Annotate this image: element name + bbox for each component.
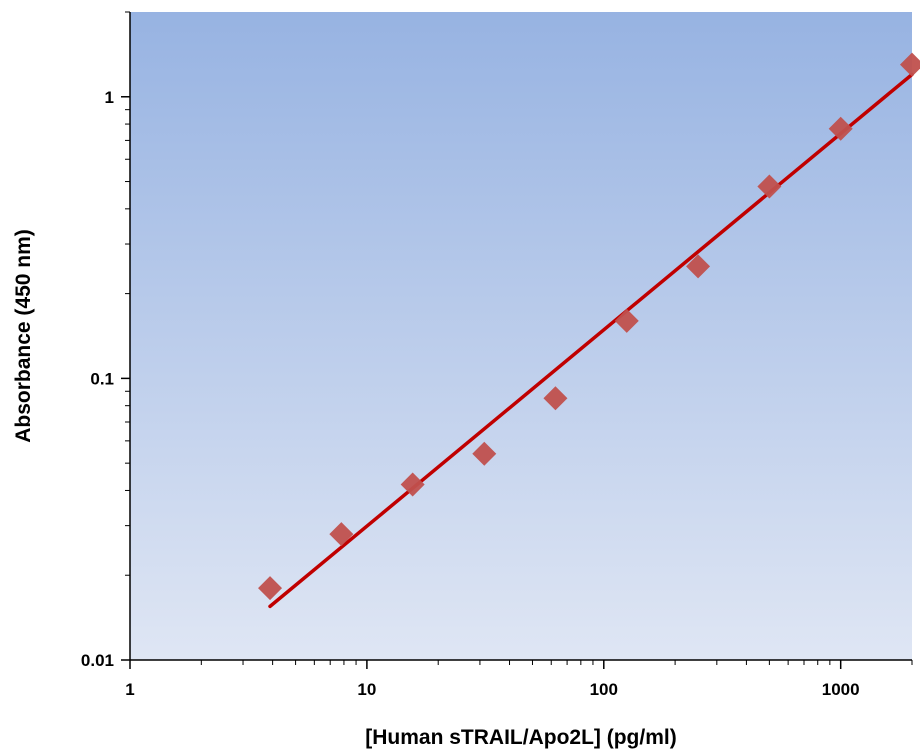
fit-line — [268, 72, 914, 609]
data-point — [828, 116, 853, 141]
data-point — [258, 576, 283, 601]
data-point — [543, 386, 568, 411]
data-point — [686, 254, 711, 279]
x-tick-label: 1 — [125, 680, 134, 699]
data-point — [614, 308, 639, 333]
x-tick-label: 100 — [590, 680, 618, 699]
y-tick-label: 1 — [105, 88, 114, 107]
data-point — [329, 522, 354, 547]
data-point — [757, 174, 782, 199]
data-point — [900, 52, 920, 77]
plot-area — [130, 12, 912, 660]
y-tick-label: 0.01 — [81, 651, 114, 670]
y-axis-title: Absorbance (450 nm) — [12, 229, 35, 443]
axes — [121, 11, 913, 669]
x-tick-label: 1000 — [822, 680, 860, 699]
x-tick-label: 10 — [357, 680, 376, 699]
y-tick-label: 0.1 — [90, 369, 114, 388]
data-point — [472, 441, 497, 466]
data-points — [258, 52, 920, 601]
fit-line-group — [268, 72, 914, 609]
data-point — [400, 472, 425, 497]
tick-labels: 1 10 100 1000 0.01 0.1 1 — [81, 88, 860, 699]
x-axis-title: [Human sTRAIL/Apo2L] (pg/ml) — [365, 726, 676, 749]
